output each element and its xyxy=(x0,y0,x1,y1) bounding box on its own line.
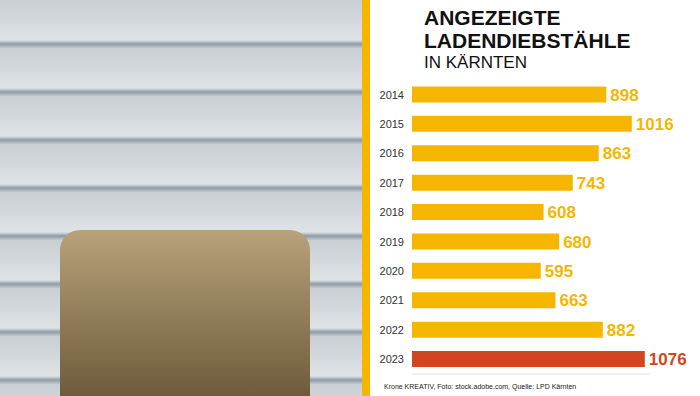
svg-text:663: 663 xyxy=(559,291,587,310)
svg-text:608: 608 xyxy=(548,203,576,222)
svg-text:743: 743 xyxy=(577,174,605,193)
svg-text:1076: 1076 xyxy=(649,350,687,369)
svg-text:2023: 2023 xyxy=(380,353,404,365)
svg-text:882: 882 xyxy=(607,321,635,340)
svg-text:2017: 2017 xyxy=(380,177,404,189)
svg-text:2015: 2015 xyxy=(380,118,404,130)
html-text:IN KÄRNTEN: IN KÄRNTEN xyxy=(424,53,527,72)
svg-text:2016: 2016 xyxy=(380,147,404,159)
svg-text:2019: 2019 xyxy=(380,236,404,248)
svg-text:595: 595 xyxy=(545,262,573,281)
svg-text:2018: 2018 xyxy=(380,206,404,218)
svg-text:2020: 2020 xyxy=(380,265,404,277)
html-text:ANGEZEIGTE LADENDIEBSTÄHLE: ANGEZEIGTE LADENDIEBSTÄHLE xyxy=(424,6,631,52)
svg-text:2021: 2021 xyxy=(380,294,404,306)
svg-text:680: 680 xyxy=(563,233,591,252)
svg-text:2022: 2022 xyxy=(380,324,404,336)
svg-text:2014: 2014 xyxy=(380,89,404,101)
svg-text:898: 898 xyxy=(610,86,638,105)
html-text:Krone KREATIV, Foto: stock.ado: Krone KREATIV, Foto: stock.adobe.com, Qu… xyxy=(384,383,577,390)
svg-text:863: 863 xyxy=(603,144,631,163)
svg-text:1016: 1016 xyxy=(636,115,674,134)
